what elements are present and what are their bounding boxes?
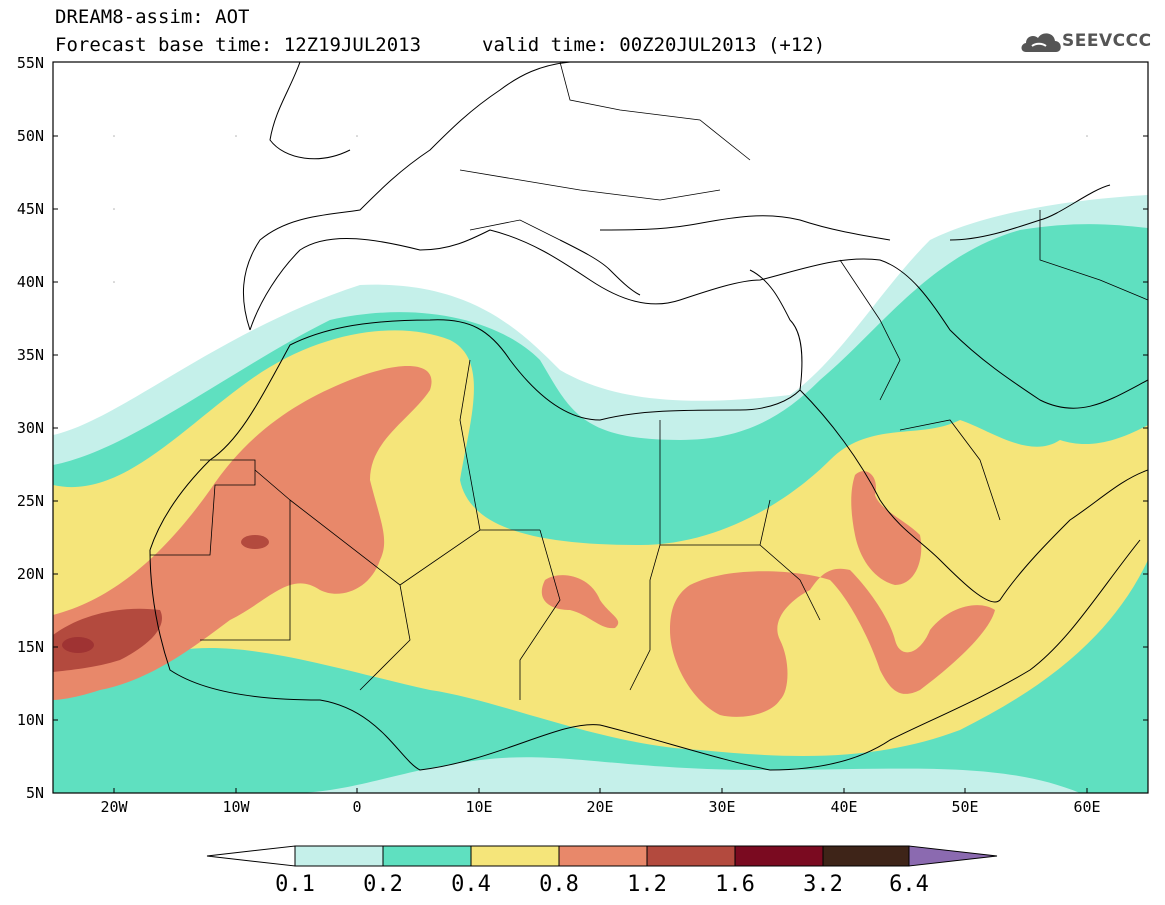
lon-label: 20E xyxy=(586,798,614,816)
lon-label: 20W xyxy=(100,798,128,816)
legend-label: 1.2 xyxy=(627,872,667,897)
legend-label: 6.4 xyxy=(889,872,929,897)
lat-label: 45N xyxy=(16,200,44,218)
logo-text: SEEVCCC xyxy=(1062,31,1152,51)
map-frame xyxy=(52,61,1149,794)
legend-swatch-0-4 xyxy=(470,845,560,867)
lon-label: 50E xyxy=(951,798,979,816)
lat-label: 5N xyxy=(25,784,44,802)
lat-label: 40N xyxy=(16,273,44,291)
legend-swatch-1-6 xyxy=(734,845,824,867)
aot-band-1-2-mali xyxy=(241,535,269,549)
lat-label: 55N xyxy=(16,54,44,72)
legend-swatch-0-8 xyxy=(558,845,648,867)
color-legend xyxy=(206,845,998,867)
lat-label: 10N xyxy=(16,711,44,729)
legend-label: 3.2 xyxy=(803,872,843,897)
aot-band-0-8-chad xyxy=(541,575,619,629)
seevccc-cloud-logo-icon xyxy=(1021,33,1061,52)
legend-swatch-3-2 xyxy=(822,845,910,867)
lat-label: 15N xyxy=(16,638,44,656)
lon-label: 60E xyxy=(1073,798,1101,816)
legend-label: 0.8 xyxy=(539,872,579,897)
legend-arrow-low xyxy=(206,845,296,867)
grid-dots xyxy=(113,135,1088,283)
lon-label: 10W xyxy=(222,798,250,816)
aot-band-0-8-arabia xyxy=(851,471,922,585)
legend-swatch-0-2 xyxy=(382,845,472,867)
country-borders xyxy=(150,62,1148,700)
aot-band-1-2 xyxy=(53,608,162,672)
lon-label: 0 xyxy=(352,798,362,816)
legend-swatch-1-2 xyxy=(646,845,736,867)
lat-label: 20N xyxy=(16,565,44,583)
legend-label: 0.4 xyxy=(451,872,491,897)
legend-label: 1.6 xyxy=(715,872,755,897)
forecast-base-time: Forecast base time: 12Z19JUL2013 xyxy=(55,34,422,56)
axis-ticks xyxy=(53,135,1148,793)
aot-band-1-6 xyxy=(62,637,94,653)
lat-label: 50N xyxy=(16,127,44,145)
legend-label: 0.1 xyxy=(275,872,315,897)
lon-label: 30E xyxy=(708,798,736,816)
lon-label: 10E xyxy=(465,798,493,816)
map-title: DREAM8-assim: AOT xyxy=(55,6,250,28)
legend-swatch-0-1 xyxy=(294,845,384,867)
aot-band-0-8-sudan xyxy=(670,568,995,717)
legend-label: 0.2 xyxy=(363,872,403,897)
lat-label: 25N xyxy=(16,492,44,510)
legend-arrow-high xyxy=(908,845,998,867)
lon-label: 40E xyxy=(830,798,858,816)
lat-label: 35N xyxy=(16,346,44,364)
lat-label: 30N xyxy=(16,419,44,437)
valid-time: valid time: 00Z20JUL2013 (+12) xyxy=(482,34,826,56)
